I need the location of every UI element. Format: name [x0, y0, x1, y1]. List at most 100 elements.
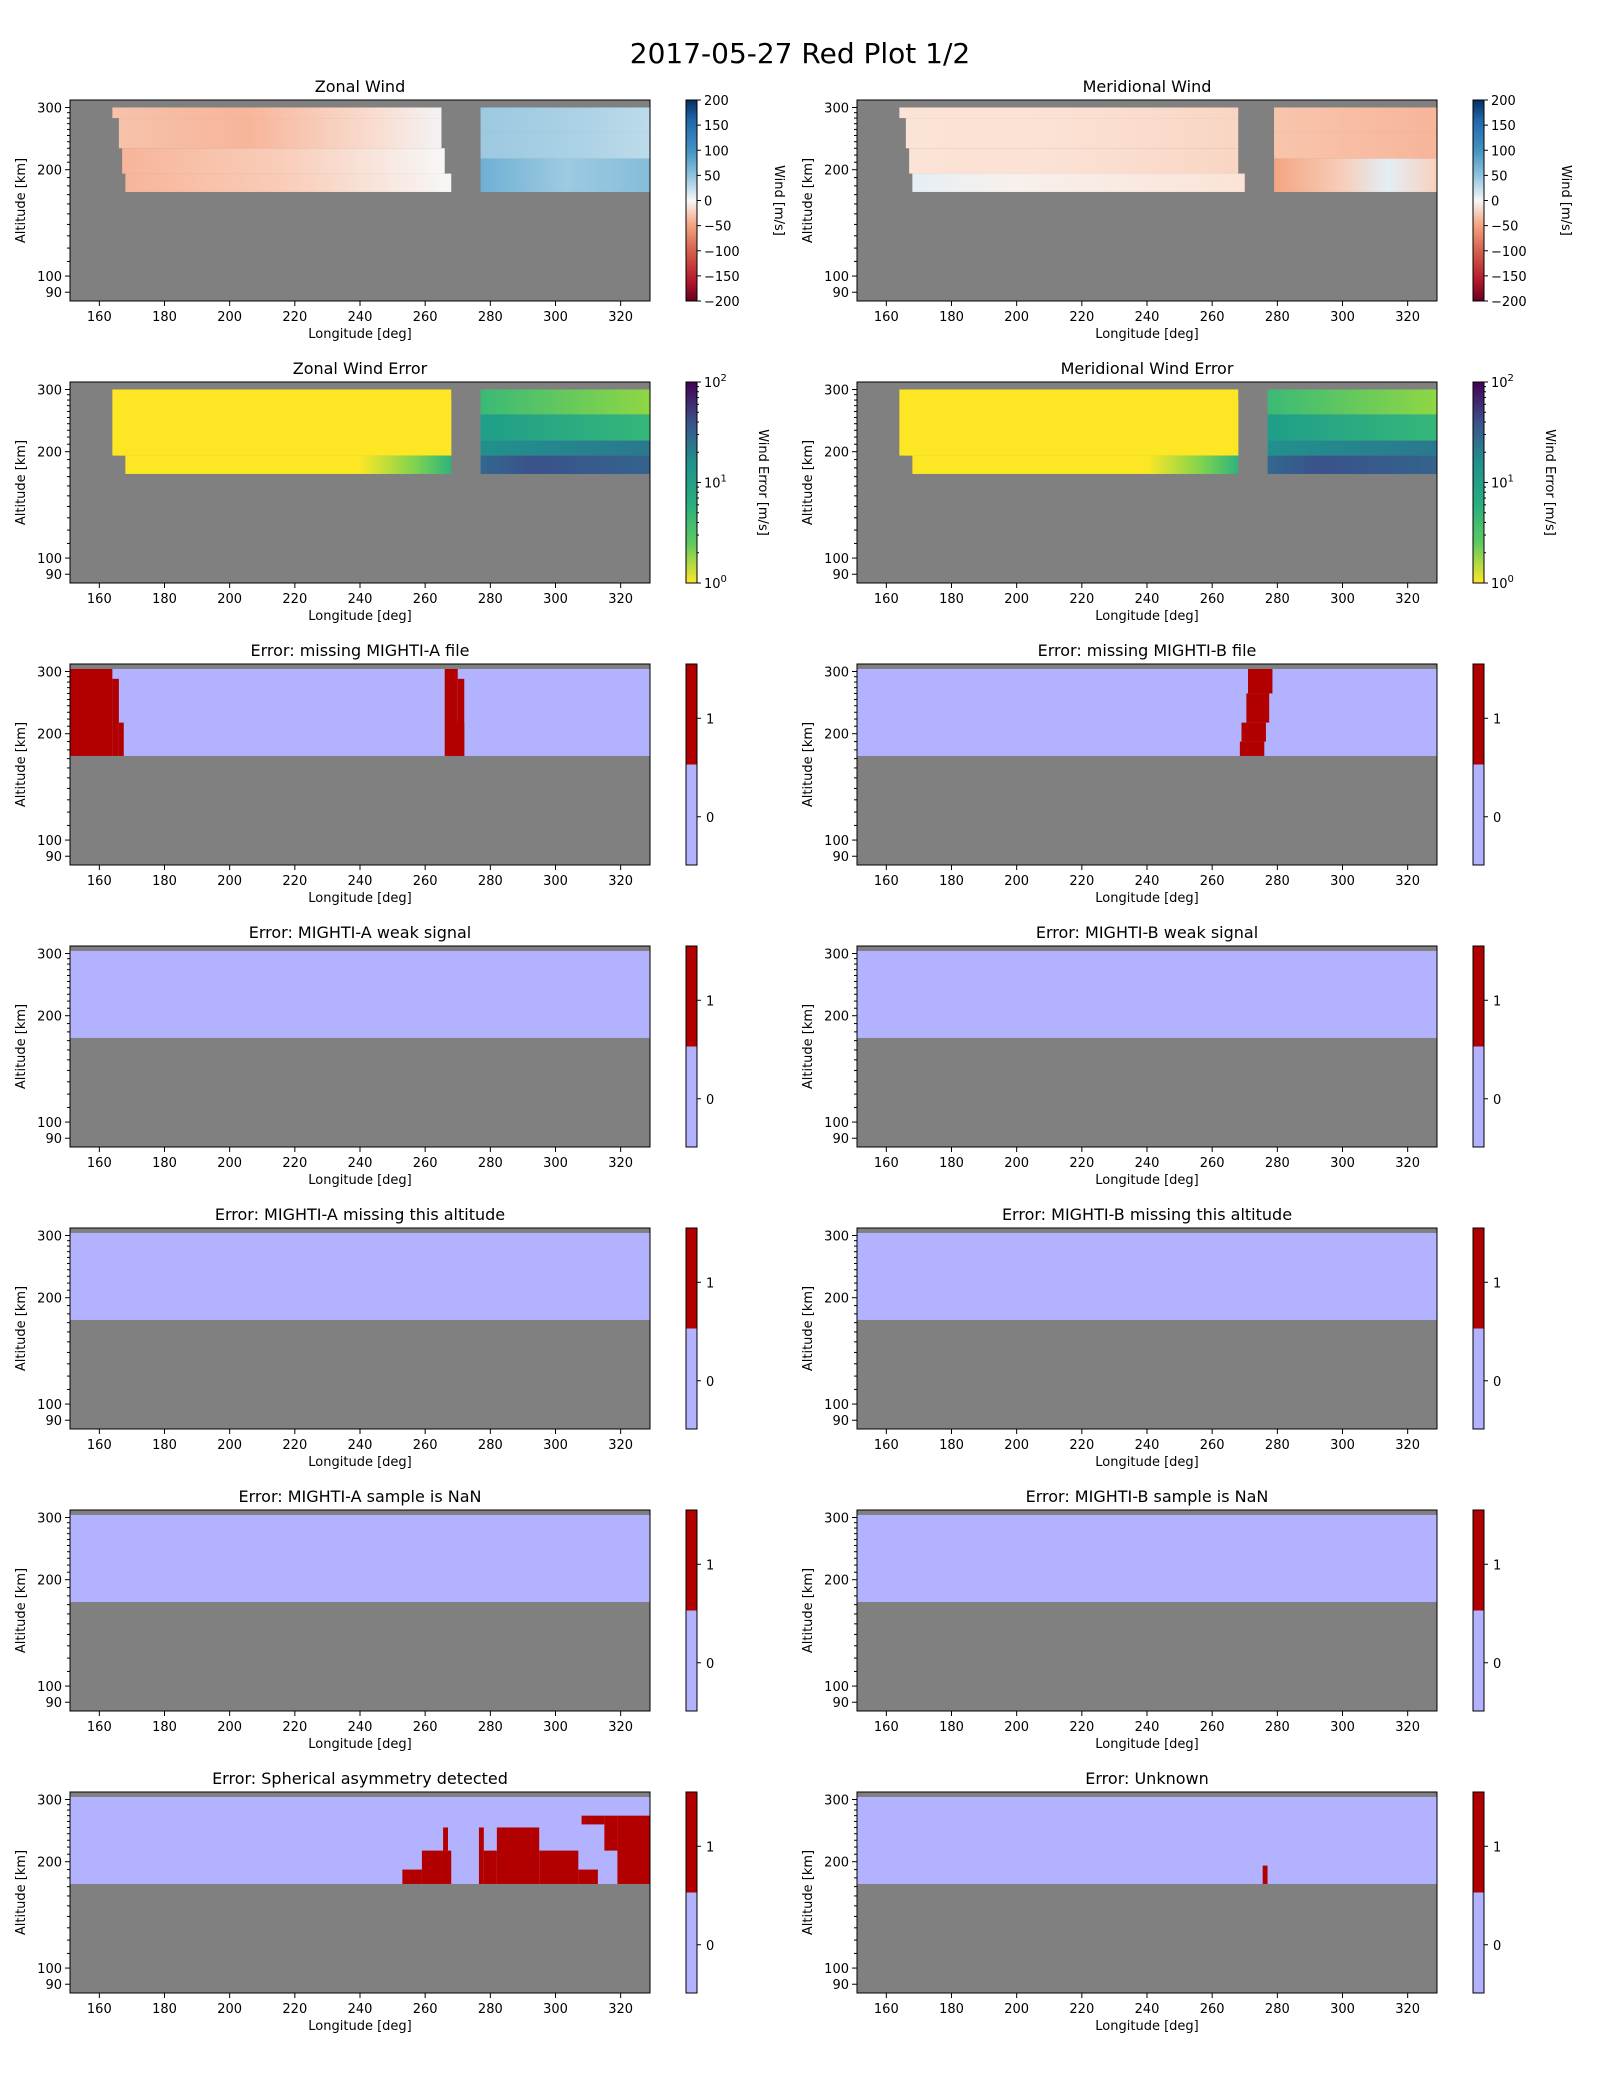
colorbar-segment-one [686, 664, 697, 765]
colorbar-tick-label: 1 [1493, 1558, 1501, 1573]
flag-one-region [617, 1815, 650, 1884]
x-axis-label: Longitude [deg] [1095, 891, 1198, 906]
x-tick-label: 260 [1200, 1156, 1225, 1171]
y-tick-label: 100 [824, 1116, 849, 1131]
y-tick-label: 200 [824, 728, 849, 743]
tick-exponent: 1 [1508, 474, 1514, 485]
y-tick-label: 100 [37, 1962, 62, 1977]
y-axis-label: Altitude [km] [801, 1568, 816, 1653]
colorbar-tick-label: 0 [1491, 195, 1499, 210]
x-tick-label: 320 [608, 1720, 633, 1735]
x-tick-label: 180 [939, 310, 964, 325]
y-tick-label: 100 [37, 1680, 62, 1695]
x-tick-label: 300 [543, 592, 568, 607]
x-tick-label: 280 [1265, 592, 1290, 607]
x-tick-label: 180 [939, 1438, 964, 1453]
colorbar-frame [1472, 1791, 1485, 1994]
x-tick-label: 240 [1135, 1438, 1160, 1453]
colorbar-frame [1472, 945, 1485, 1148]
x-tick-label: 200 [1004, 310, 1029, 325]
colorbar-label: Wind Error [m/s] [755, 429, 770, 536]
colorbar-segment-one [686, 1792, 697, 1893]
flag-zero-region [70, 950, 650, 1038]
flag-one-region [112, 678, 119, 756]
colorbar-segment-zero [1473, 764, 1484, 865]
y-tick-label: 300 [824, 1229, 849, 1244]
y-tick-label: 90 [832, 1414, 849, 1429]
y-axis-label: Altitude [km] [801, 1850, 816, 1935]
x-tick-label: 180 [939, 2002, 964, 2017]
x-tick-label: 220 [1069, 592, 1094, 607]
x-tick-label: 220 [1069, 310, 1094, 325]
colorbar-tick-label: 0 [706, 811, 714, 826]
x-tick-label: 240 [348, 592, 373, 607]
colorbar-segment-one [1473, 1792, 1484, 1893]
flag-one-region [578, 1869, 598, 1884]
colorbar: 10 [685, 945, 714, 1148]
flag-zero-region [857, 1796, 1437, 1884]
y-tick-label: 100 [824, 1398, 849, 1413]
x-tick-label: 160 [87, 1438, 112, 1453]
x-tick-label: 300 [543, 1720, 568, 1735]
flag-one-region [581, 1815, 605, 1825]
chart-title: Error: MIGHTI-B missing this altitude [1002, 1205, 1292, 1224]
colorbar-tick-label: 102 [1491, 373, 1514, 391]
colorbar-tick-label: −200 [704, 295, 740, 310]
colorbar-segment-one [686, 1510, 697, 1611]
tick-base: 10 [704, 376, 721, 391]
colorbar-tick-label: 0 [1493, 1939, 1501, 1954]
y-tick-label: 90 [45, 1132, 62, 1147]
x-tick-label: 280 [478, 1438, 503, 1453]
chart-title: Error: MIGHTI-B sample is NaN [1026, 1487, 1269, 1506]
colorbar-gradient [1472, 381, 1485, 584]
x-tick-label: 300 [543, 1156, 568, 1171]
y-tick-label: 100 [824, 1680, 849, 1695]
x-tick-label: 160 [874, 310, 899, 325]
x-tick-label: 160 [87, 1720, 112, 1735]
flag-one-region [70, 668, 113, 756]
chart-meridional-wind-error: Meridional Wind Error 160 180 200 220 240 260 2… [801, 359, 1557, 624]
chart-title: Error: MIGHTI-A missing this altitude [215, 1205, 505, 1224]
y-tick-label: 100 [824, 552, 849, 567]
flag-one-region [443, 1827, 448, 1851]
wind-band [905, 118, 1239, 149]
x-tick-label: 320 [608, 2002, 633, 2017]
x-tick-label: 300 [1330, 1156, 1355, 1171]
colorbar: 10 [685, 663, 714, 866]
x-tick-label: 200 [1004, 1720, 1029, 1735]
colorbar-tick-label: 1 [706, 712, 714, 727]
y-tick-label: 300 [824, 1511, 849, 1526]
x-tick-label: 160 [87, 310, 112, 325]
x-tick-label: 300 [1330, 310, 1355, 325]
x-tick-label: 260 [413, 1720, 438, 1735]
x-tick-label: 320 [608, 1156, 633, 1171]
tick-base: 10 [1491, 376, 1508, 391]
flag-one-region [483, 1850, 497, 1884]
y-tick-label: 300 [37, 1793, 62, 1808]
x-tick-label: 240 [1135, 592, 1160, 607]
tick-base: 10 [704, 577, 721, 592]
y-axis-label: Altitude [km] [801, 1286, 816, 1371]
y-tick-label: 300 [824, 101, 849, 116]
x-tick-label: 260 [1200, 310, 1225, 325]
y-axis-label: Altitude [km] [801, 440, 816, 525]
wind-band [125, 173, 452, 192]
x-axis-label: Longitude [deg] [1095, 1737, 1198, 1752]
y-tick-label: 90 [832, 1132, 849, 1147]
flag-one-region [421, 1850, 442, 1884]
flag-one-region [1241, 722, 1266, 742]
colorbar-label: Wind Error [m/s] [1542, 429, 1557, 536]
y-axis-label: Altitude [km] [14, 1004, 29, 1089]
y-tick-label: 200 [37, 1856, 62, 1871]
colorbar-tick-label: −100 [704, 245, 740, 260]
x-tick-label: 200 [217, 592, 242, 607]
wind-band [480, 107, 650, 133]
x-tick-label: 320 [608, 874, 633, 889]
colorbar-tick-label: 0 [706, 1939, 714, 1954]
y-tick-label: 200 [37, 446, 62, 461]
colorbar: 10 [1472, 1509, 1501, 1712]
wind-band [909, 148, 1239, 174]
y-tick-label: 90 [45, 1696, 62, 1711]
flag-one-region [604, 1815, 618, 1851]
colorbar: 200 150 100 50 0 −50 −100 −150 −200 Wind [m/s] [685, 94, 786, 310]
